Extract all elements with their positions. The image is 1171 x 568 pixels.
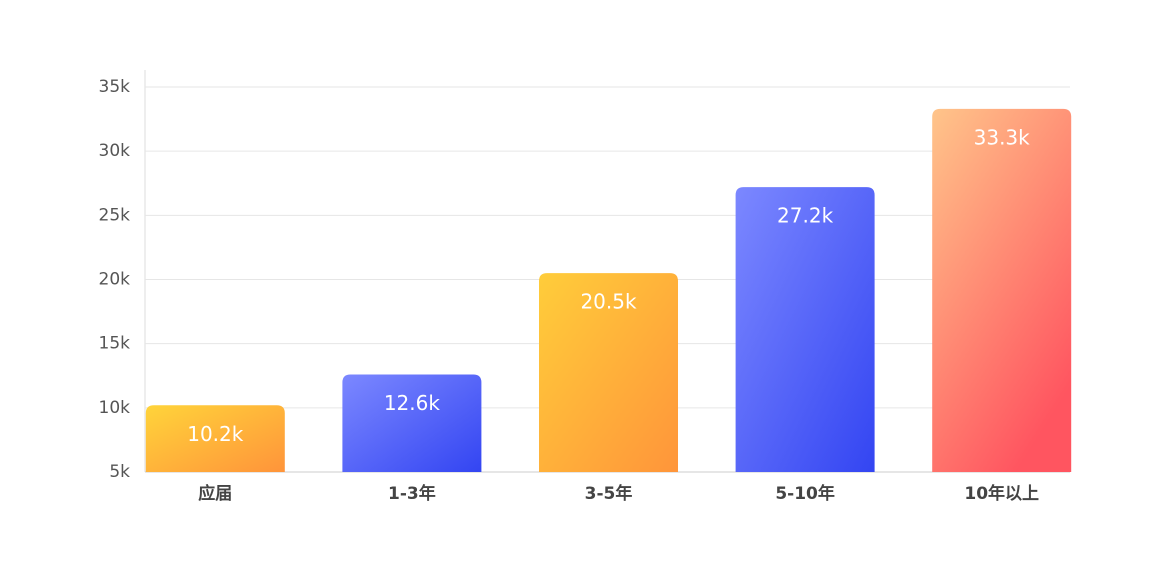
y-tick-label: 10k	[99, 398, 131, 418]
y-tick-label: 5k	[109, 462, 130, 482]
x-tick-label: 1-3年	[388, 483, 436, 504]
y-tick-label: 15k	[99, 334, 131, 354]
value-label: 20.5k	[580, 290, 637, 314]
y-tick-label: 30k	[99, 141, 131, 161]
bar	[539, 273, 678, 472]
y-tick-label: 35k	[99, 77, 131, 97]
y-tick-label: 25k	[99, 205, 131, 225]
x-tick-label: 10年以上	[964, 483, 1039, 504]
bar	[342, 374, 482, 472]
bar	[145, 405, 285, 472]
value-label: 10.2k	[187, 422, 244, 446]
value-label: 33.3k	[974, 125, 1031, 149]
y-tick-label: 20k	[99, 270, 131, 290]
x-tick-label: 3-5年	[585, 483, 633, 504]
value-label: 12.6k	[384, 391, 441, 415]
x-tick-label: 5-10年	[775, 483, 835, 504]
x-tick-label: 应届	[198, 483, 232, 504]
bar	[932, 108, 1072, 473]
bar	[735, 187, 875, 472]
value-label: 27.2k	[777, 204, 834, 228]
